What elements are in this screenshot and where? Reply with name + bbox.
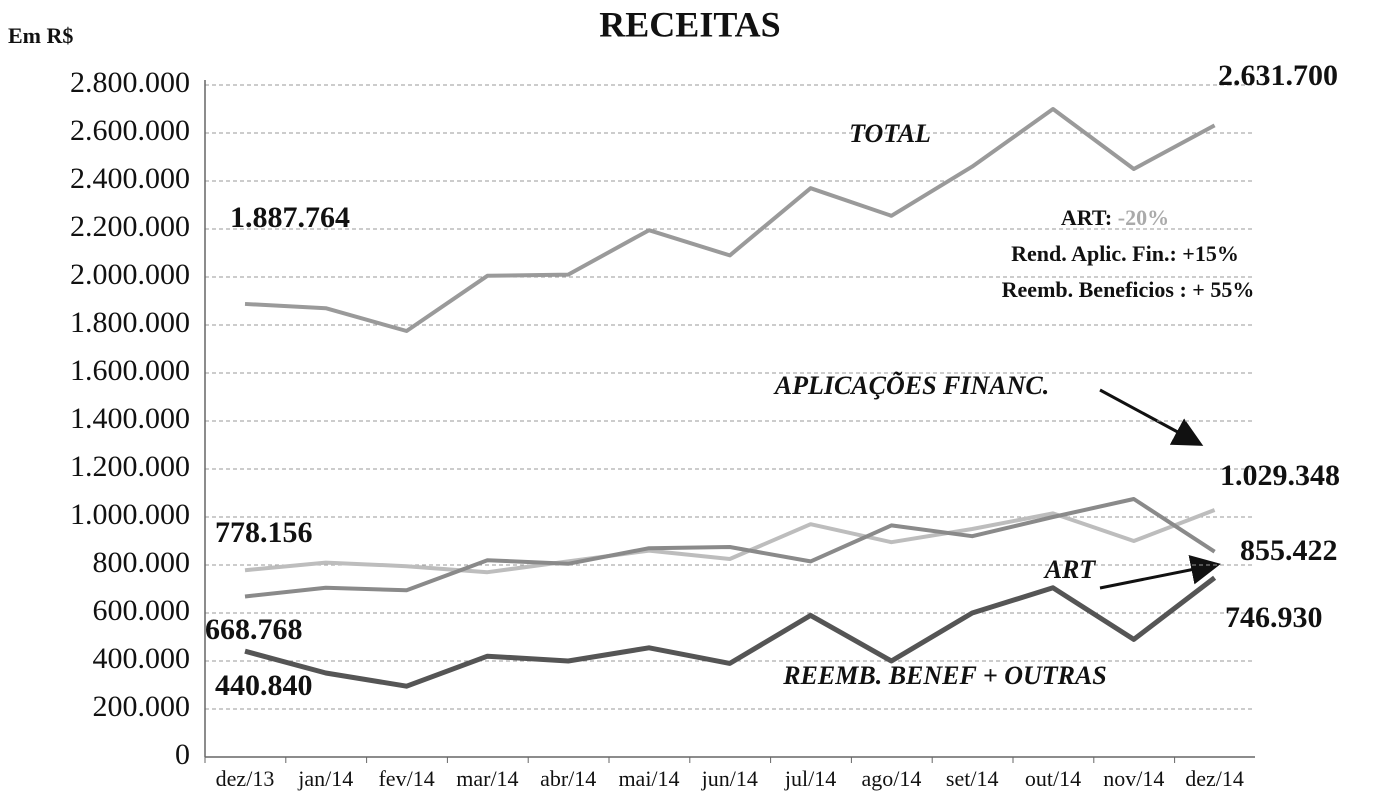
x-tick-label: set/14	[946, 766, 999, 791]
x-tick-label: ago/14	[861, 766, 921, 791]
arrow	[1099, 554, 1221, 590]
x-tick-label: abr/14	[540, 766, 596, 791]
y-tick-label: 1.400.000	[70, 402, 190, 435]
chart-title: RECEITAS	[599, 4, 780, 44]
series-name: APLICAÇÕES FINANC.	[773, 371, 1050, 400]
y-tick-label: 1.800.000	[70, 306, 190, 339]
data-label: 2.631.700	[1218, 59, 1338, 92]
data-label: 746.930	[1225, 601, 1323, 634]
data-label: 440.840	[215, 669, 313, 702]
y-tick-label: 2.000.000	[70, 258, 190, 291]
note-value: + 55%	[1192, 277, 1254, 302]
data-label: 668.768	[205, 613, 303, 646]
y-tick-label: 1.600.000	[70, 354, 190, 387]
note-label: Reemb. Beneficios :	[1002, 277, 1187, 302]
series-line	[244, 508, 1216, 575]
note: Reemb. Beneficios : + 55%	[1002, 277, 1255, 302]
y-tick-label: 2.800.000	[70, 66, 190, 99]
note-value: +15%	[1182, 241, 1239, 266]
y-tick-label: 1.200.000	[70, 450, 190, 483]
x-tick-label: jan/14	[297, 766, 353, 791]
data-label: 778.156	[215, 516, 313, 549]
note-value: -20%	[1118, 205, 1169, 230]
x-tick-label: out/14	[1025, 766, 1081, 791]
y-axis-label: Em R$	[8, 23, 73, 48]
x-tick-label: mar/14	[456, 766, 518, 791]
y-tick-label: 1.000.000	[70, 498, 190, 531]
arrow	[1099, 388, 1204, 446]
series-name: TOTAL	[849, 119, 931, 148]
x-tick-label: fev/14	[378, 766, 434, 791]
y-tick-label: 400.000	[93, 642, 191, 675]
y-tick-label: 2.200.000	[70, 210, 190, 243]
y-tick-label: 800.000	[93, 546, 191, 579]
y-tick-label: 200.000	[93, 690, 191, 723]
note: Rend. Aplic. Fin.: +15%	[1011, 241, 1239, 266]
series-line	[244, 107, 1216, 333]
note-label: ART:	[1061, 205, 1112, 230]
data-label: 1.029.348	[1220, 459, 1340, 492]
data-label: 1.887.764	[230, 201, 350, 234]
y-tick-label: 0	[175, 738, 190, 771]
x-tick-label: jun/14	[701, 766, 758, 791]
y-tick-label: 2.400.000	[70, 162, 190, 195]
note: ART: -20%	[1061, 205, 1169, 230]
x-tick-label: mai/14	[618, 766, 679, 791]
series-line	[244, 497, 1216, 599]
x-tick-label: dez/14	[1185, 766, 1244, 791]
x-tick-label: nov/14	[1103, 766, 1164, 791]
data-label: 855.422	[1240, 534, 1338, 567]
y-tick-label: 2.600.000	[70, 114, 190, 147]
note-label: Rend. Aplic. Fin.:	[1011, 241, 1177, 266]
series-name: REEMB. BENEF + OUTRAS	[782, 661, 1107, 690]
y-tick-label: 600.000	[93, 594, 191, 627]
series-name: ART	[1043, 555, 1097, 584]
x-tick-label: dez/13	[216, 766, 275, 791]
series-line	[244, 575, 1217, 689]
x-tick-label: jul/14	[784, 766, 836, 791]
